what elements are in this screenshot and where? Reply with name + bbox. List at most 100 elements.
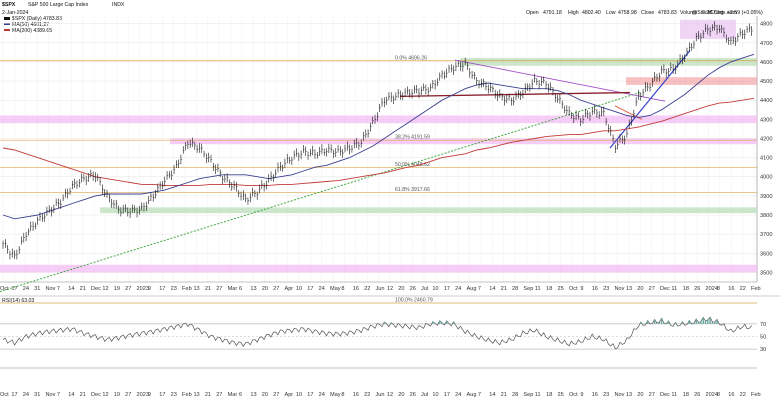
y-tick-label: 4500 [760, 79, 772, 85]
x-tick-label: 11 [671, 286, 677, 292]
chart-header: $SPX S&P 500 Large Cap Index INDX 2-Jan-… [2, 2, 763, 16]
x-tick-label-rsi: 8 [341, 392, 344, 398]
x-tick-label: 18 [546, 286, 552, 292]
green-zone [100, 207, 757, 214]
x-tick-label: Feb [182, 286, 192, 292]
x-tick-label-rsi: Sep [523, 392, 533, 398]
x-tick-label-rsi: 20 [262, 392, 268, 398]
high-label: High [568, 10, 579, 16]
x-tick-label: 6 [239, 286, 242, 292]
x-tick-label: 17 [11, 286, 17, 292]
x-tick-label-rsi: 23 [171, 392, 177, 398]
x-tick-label: 20 [398, 286, 404, 292]
moving-averages [2, 53, 755, 220]
x-tick-label-rsi: 21 [205, 392, 211, 398]
x-tick-label: 27 [216, 286, 222, 292]
y-tick-label: 3900 [760, 194, 772, 200]
y-tick-label: 3500 [760, 270, 772, 276]
x-tick-label: Jun [376, 286, 385, 292]
x-tick-label: 27 [273, 286, 279, 292]
x-tick-label: 27 [649, 286, 655, 292]
x-tick-label: Oct [0, 286, 9, 292]
magenta-zone [0, 115, 757, 124]
x-tick-label: Nov [614, 286, 624, 292]
x-tick-label: Apr [284, 286, 293, 292]
x-tick-label: 22 [740, 286, 746, 292]
x-tick-label: 26 [410, 286, 416, 292]
x-tick-label-rsi: 27 [216, 392, 222, 398]
source-label: @StockCharts.com [692, 10, 737, 16]
magenta-zone [0, 264, 757, 273]
y-tick-label: 4200 [760, 136, 772, 142]
x-tick-label: 16 [592, 286, 598, 292]
low-label: Low [606, 10, 616, 16]
rsi-line [2, 316, 752, 350]
chg-label: Chg [714, 10, 724, 16]
x-tick-label: 23 [603, 286, 609, 292]
fib-label: 61.8% 3917.66 [395, 187, 430, 193]
x-tick-label-rsi: 6 [239, 392, 242, 398]
x-tick-label: 8 [341, 286, 344, 292]
x-tick-label-rsi: Dec [660, 392, 670, 398]
x-tick-label-rsi: 13 [250, 392, 256, 398]
x-tick-label-rsi: Nov [46, 392, 56, 398]
x-tick-label: Mar [228, 286, 238, 292]
x-tick-label: Sep [523, 286, 533, 292]
x-tick-label: 27 [125, 286, 131, 292]
x-tick-label-rsi: 19 [114, 392, 120, 398]
ma50-line [2, 53, 755, 220]
y-tick-label: 4100 [760, 156, 772, 162]
chart-legend: $SPX (Daily) 4783.83 MA(50) 4601.27 MA(2… [4, 16, 62, 34]
y-tick-label: 3800 [760, 213, 772, 219]
x-tick-label: 2023 [137, 286, 149, 292]
x-tick-label-rsi: 10 [296, 392, 302, 398]
x-tick-label-rsi: 12 [102, 392, 108, 398]
green-zone [460, 58, 757, 66]
x-tick-label: 13 [626, 286, 632, 292]
x-tick-label-rsi: Oct [569, 392, 578, 398]
x-tick-label: Jul [421, 286, 428, 292]
x-tick-label: 21 [205, 286, 211, 292]
x-tick-label: 25 [558, 286, 564, 292]
x-tick-label: 24 [23, 286, 29, 292]
x-tick-label: 21 [501, 286, 507, 292]
x-tick-label-rsi: 8 [717, 392, 720, 398]
ma200-line [2, 97, 755, 186]
x-tick-label: 21 [80, 286, 86, 292]
x-tick-label: 26 [694, 286, 700, 292]
x-tick-label-rsi: 26 [410, 392, 416, 398]
x-tick-label-rsi: 16 [353, 392, 359, 398]
x-tick-label-rsi: 16 [728, 392, 734, 398]
x-tick-label: Dec [91, 286, 101, 292]
x-tick-label: 20 [637, 286, 643, 292]
x-tick-label: 10 [296, 286, 302, 292]
close-label: Close [641, 10, 654, 16]
main-grid [0, 16, 758, 283]
exchange-label: INDX [112, 2, 125, 8]
x-tick-label: 17 [159, 286, 165, 292]
date-label: 2-Jan-2024 [2, 10, 28, 16]
open-value: 4791.18 [543, 10, 562, 16]
x-tick-label: 24 [319, 286, 325, 292]
x-tick-label: 13 [250, 286, 256, 292]
x-tick-label-rsi: Apr [284, 392, 293, 398]
x-tick-label-rsi: 11 [535, 392, 541, 398]
x-tick-label: 9 [148, 286, 151, 292]
legend-ma50: MA(50) 4601.27 [12, 22, 49, 28]
open-label: Open [526, 10, 539, 16]
x-tick-label: 7 [57, 286, 60, 292]
trend-lines [0, 50, 691, 292]
rsi-level-label: 70 [760, 322, 766, 328]
y-tick-label: 4300 [760, 117, 772, 123]
legend-swatch-ma200 [4, 29, 10, 31]
resistance-line [399, 91, 631, 98]
price-axis: 4800 4700 4600 4500 4400 4300 4200 4100 4000 3900… [760, 22, 772, 277]
x-tick-label-rsi: Mar [228, 392, 238, 398]
x-tick-label-rsi: 10 [432, 392, 438, 398]
x-tick-label: 16 [728, 286, 734, 292]
y-tick-label: 4000 [760, 175, 772, 181]
x-tick-label-rsi: 22 [740, 392, 746, 398]
rsi-level-label: 30 [760, 347, 766, 353]
